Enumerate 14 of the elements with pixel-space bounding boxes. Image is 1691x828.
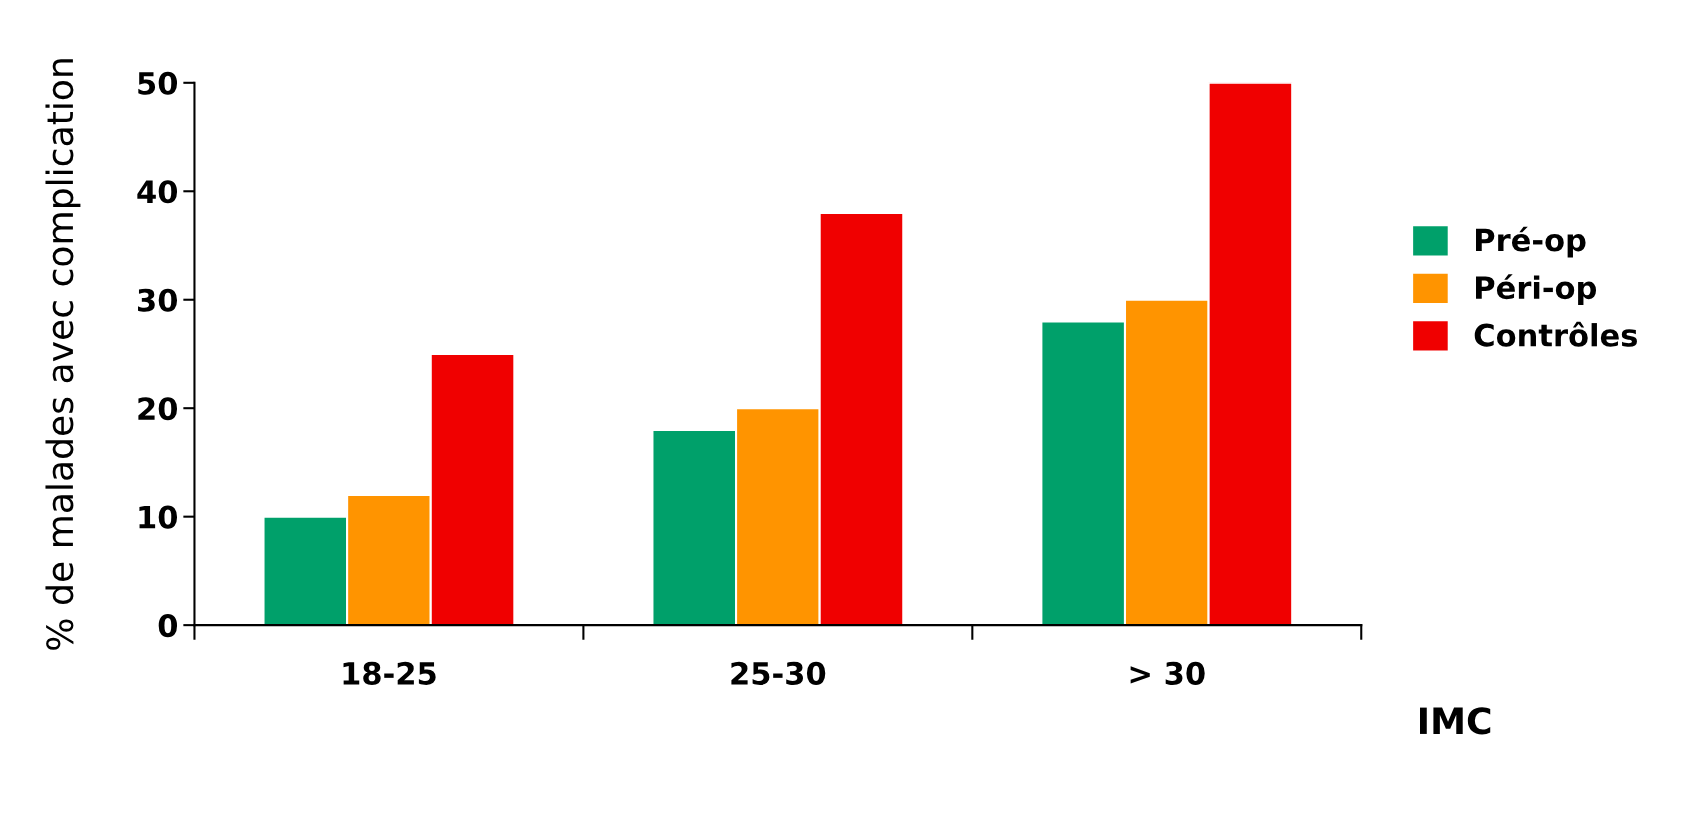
y-tick-label: 20 [138, 397, 178, 421]
legend-label: Péri-op [1476, 274, 1597, 306]
x-tick-label: > 30 [1130, 661, 1205, 685]
x-tick-label: 18-25 [343, 661, 436, 685]
legend-label: Pré-op [1476, 226, 1586, 258]
y-tick-label: 10 [139, 505, 178, 529]
y-tick-label: 30 [138, 288, 178, 312]
y-tick-label: 0 [158, 614, 178, 638]
x-tick-label: 25-30 [731, 661, 826, 685]
legend-label: Contrôles [1474, 321, 1637, 347]
y-tick-label: 50 [138, 71, 178, 95]
x-axis-title: IMC [1419, 707, 1491, 735]
y-axis-title: % de malades avec complication [45, 59, 81, 650]
y-tick-label: 40 [137, 180, 178, 204]
